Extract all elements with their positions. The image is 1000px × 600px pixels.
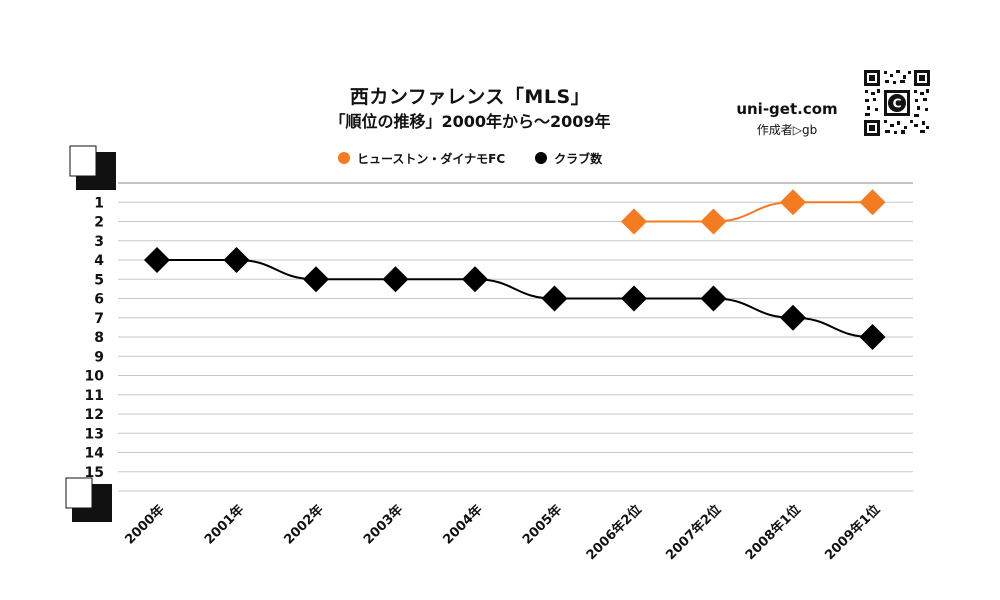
y-tick-label: 2	[94, 215, 104, 231]
chart-subtitle: 「順位の推移」2000年から～2009年	[329, 112, 611, 131]
data-point	[382, 266, 409, 293]
y-tick-label: 6	[94, 292, 104, 308]
y-tick-label: 15	[85, 465, 104, 481]
y-tick-label: 8	[94, 330, 104, 346]
data-point	[780, 304, 806, 331]
corner-box-bottom-icon	[65, 477, 112, 522]
x-axis: 2000年 2001年 2002年 2003年 2004年 2005年 2006年2位 200…	[122, 502, 884, 564]
data-point	[621, 285, 647, 312]
data-point	[144, 247, 170, 273]
legend-marker-black-icon	[535, 152, 548, 164]
qr-code-icon: C	[862, 68, 932, 138]
grid-lines	[118, 182, 913, 492]
data-point	[859, 189, 886, 216]
data-point	[541, 285, 568, 312]
series-points	[144, 189, 886, 350]
y-tick-label: 9	[94, 349, 104, 365]
y-tick-label: 13	[85, 426, 104, 442]
y-tick-label: 12	[85, 407, 104, 423]
y-tick-label: 7	[94, 311, 104, 327]
data-point	[700, 208, 727, 235]
x-tick-label: 2007年2位	[663, 502, 725, 564]
data-point	[859, 324, 886, 350]
author-credit: 作成者▷gb	[756, 123, 818, 137]
svg-text:C: C	[893, 97, 902, 111]
x-tick-label: 2000年	[122, 502, 168, 548]
data-point	[223, 247, 250, 273]
x-tick-label: 2001年	[201, 502, 247, 548]
data-point	[462, 266, 488, 293]
data-point	[780, 189, 806, 216]
series-line	[634, 201, 873, 223]
chart-title: 西カンファレンス「MLS」	[349, 86, 591, 108]
y-tick-label: 11	[85, 388, 104, 404]
data-point	[303, 266, 329, 293]
x-tick-label: 2006年2位	[583, 502, 645, 564]
x-tick-label: 2004年	[440, 502, 486, 548]
x-tick-label: 2003年	[360, 502, 406, 548]
x-tick-label: 2005年	[519, 502, 565, 548]
y-tick-label: 1	[94, 195, 104, 211]
axis-corner-decorations	[65, 145, 116, 522]
data-point	[700, 285, 727, 312]
legend-marker-orange-icon	[338, 152, 350, 164]
y-tick-label: 3	[94, 234, 104, 250]
y-tick-label: 4	[94, 253, 104, 269]
legend-label-clubs: クラブ数	[554, 151, 603, 166]
y-tick-label: 5	[94, 272, 104, 288]
series-lines	[157, 201, 873, 338]
legend-label-houston: ヒューストン・ダイナモFC	[357, 151, 506, 166]
legend-item-houston: ヒューストン・ダイナモFC	[338, 150, 505, 167]
series-line	[157, 258, 873, 338]
corner-box-top-icon	[69, 145, 116, 190]
x-tick-label: 2002年	[281, 502, 327, 548]
y-tick-label: 10	[85, 369, 105, 385]
y-tick-label: 14	[85, 446, 105, 462]
legend: ヒューストン・ダイナモFC クラブ数	[338, 148, 632, 168]
data-point	[621, 208, 647, 235]
legend-item-clubs: クラブ数	[535, 150, 602, 167]
x-tick-label: 2009年1位	[822, 502, 884, 564]
x-tick-label: 2008年1位	[742, 502, 804, 564]
site-name: uni-get.com	[736, 100, 838, 118]
